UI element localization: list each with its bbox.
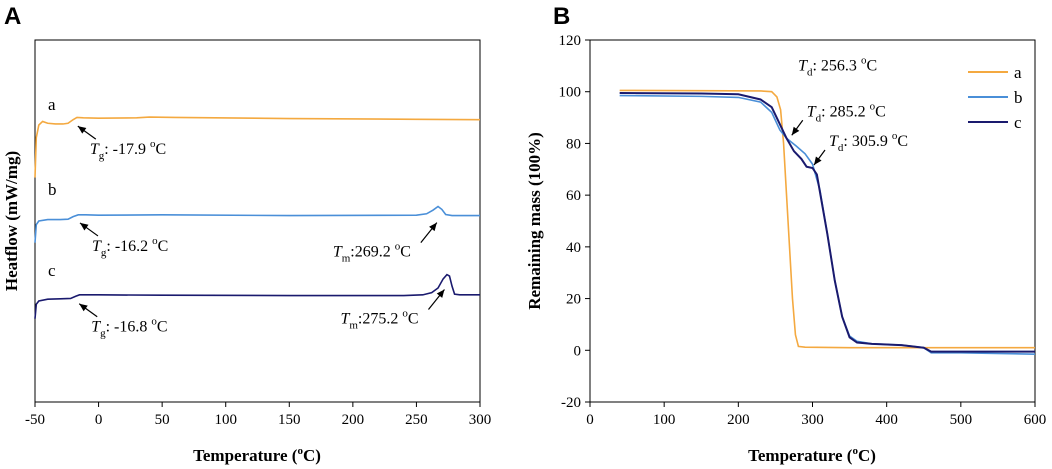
panel-b-y-tick-label: 40 (566, 240, 581, 256)
panel-b-series-a-line (619, 89, 1035, 349)
panel-b-y-tick-label: 80 (566, 136, 581, 152)
panel-b-series-b-line (619, 94, 1036, 355)
panel-a-tm-c-arrow (428, 289, 445, 310)
panel-a-y-axis-title: Heatflow (mW/mg) (2, 151, 21, 291)
panel-b-y-axis-title: Remaining mass (100%) (525, 132, 544, 310)
panel-a-curve-labels: a b c (48, 95, 57, 280)
panel-b-legend: abc (968, 63, 1023, 132)
panel-b-tga-chart: B 0 100 200 300 400 500 600 -20 0 20 40 60 80 100 120… (525, 3, 1046, 465)
panel-b-td-c-arrow (813, 149, 826, 166)
panel-a-x-tick-label: 300 (469, 412, 492, 428)
panel-a-x-tick-label: -50 (25, 412, 45, 428)
panel-b-x-tick-label: 300 (801, 412, 824, 428)
panel-b-x-tick-label: 400 (875, 412, 898, 428)
panel-a-series (34, 116, 481, 319)
panel-b-y-tick-label: 20 (566, 292, 581, 308)
panel-a-tg-a-label: Tg: -17.9 oC (90, 138, 166, 162)
panel-b-y-tick-label: -20 (561, 395, 581, 411)
panel-a-tg-b-label: Tg: -16.2 oC (92, 235, 168, 259)
panel-a-series-a-line (34, 116, 481, 178)
panel-a-dsc-chart: A -50 0 50 100 150 200 250 300 a b c Tg: -17.9 oC… (2, 3, 491, 465)
panel-b-y-tick-label: 120 (559, 33, 582, 49)
panel-a-x-axis-title: Temperature (oC) (193, 445, 321, 465)
panel-b-annotations: Td: 256.3 oC Td: 285.2 oC Td: 305.9 oC (791, 55, 908, 166)
panel-a-x-tick-label: 0 (95, 412, 103, 428)
panel-b-td-b-label: Td: 285.2 oC (807, 100, 886, 124)
panel-a-x-tick-label: 200 (342, 412, 365, 428)
panel-b-x-tick-label: 500 (950, 412, 973, 428)
panel-b-td-b-arrow (791, 119, 804, 136)
panel-a-tg-a-arrow (77, 125, 97, 140)
panel-a-x-axis: -50 0 50 100 150 200 250 300 (25, 402, 491, 428)
panel-a-plot-frame (34, 39, 481, 403)
panel-a-x-tick-label: 100 (214, 412, 237, 428)
panel-b-x-axis-title: Temperature (oC) (748, 445, 876, 465)
panel-b-td-c-label: Td: 305.9 oC (829, 130, 908, 154)
panel-b-x-axis: 0 100 200 300 400 500 600 (586, 402, 1046, 428)
panel-b-series-c-line (619, 92, 1035, 353)
panel-a-tg-c-label: Tg: -16.8 oC (91, 316, 167, 340)
panel-a-series-c-line (34, 273, 480, 319)
legend-label-a: a (1014, 63, 1022, 82)
panel-a-tg-c-arrow (78, 303, 98, 318)
panel-b-y-tick-label: 0 (574, 343, 582, 359)
panel-b-y-tick-label: 60 (566, 188, 581, 204)
legend-label-b: b (1014, 88, 1023, 107)
panel-b-y-axis: -20 0 20 40 60 80 100 120 (559, 33, 590, 411)
panel-a-label: A (4, 3, 21, 30)
panel-a-tm-b-arrow (420, 222, 438, 244)
panel-a-annotations: Tg: -17.9 oC Tg: -16.2 oC Tm:269.2 oC Tg: -… (77, 125, 445, 340)
panel-a-curve-label-b: b (48, 180, 57, 199)
panel-b-td-a-label: Td: 256.3 oC (798, 55, 877, 79)
panel-b-x-tick-label: 200 (727, 412, 750, 428)
panel-a-x-tick-label: 150 (278, 412, 301, 428)
panel-a-tm-c-label: Tm:275.2 oC (340, 307, 418, 331)
legend-label-c: c (1014, 113, 1022, 132)
panel-b-x-tick-label: 100 (653, 412, 676, 428)
panel-b-y-tick-label: 100 (559, 85, 582, 101)
panel-b-label: B (553, 3, 570, 30)
panel-a-curve-label-c: c (48, 261, 56, 280)
panel-b-x-tick-label: 600 (1024, 412, 1047, 428)
panel-a-x-tick-label: 250 (405, 412, 428, 428)
panel-a-x-tick-label: 50 (155, 412, 170, 428)
panel-a-series-b-line (34, 205, 480, 243)
panel-b-series (619, 89, 1036, 355)
panel-a-curve-label-a: a (48, 95, 56, 114)
panel-b-x-tick-label: 0 (586, 412, 594, 428)
panel-a-tg-b-arrow (79, 222, 99, 237)
panel-a-tm-b-label: Tm:269.2 oC (333, 241, 411, 265)
